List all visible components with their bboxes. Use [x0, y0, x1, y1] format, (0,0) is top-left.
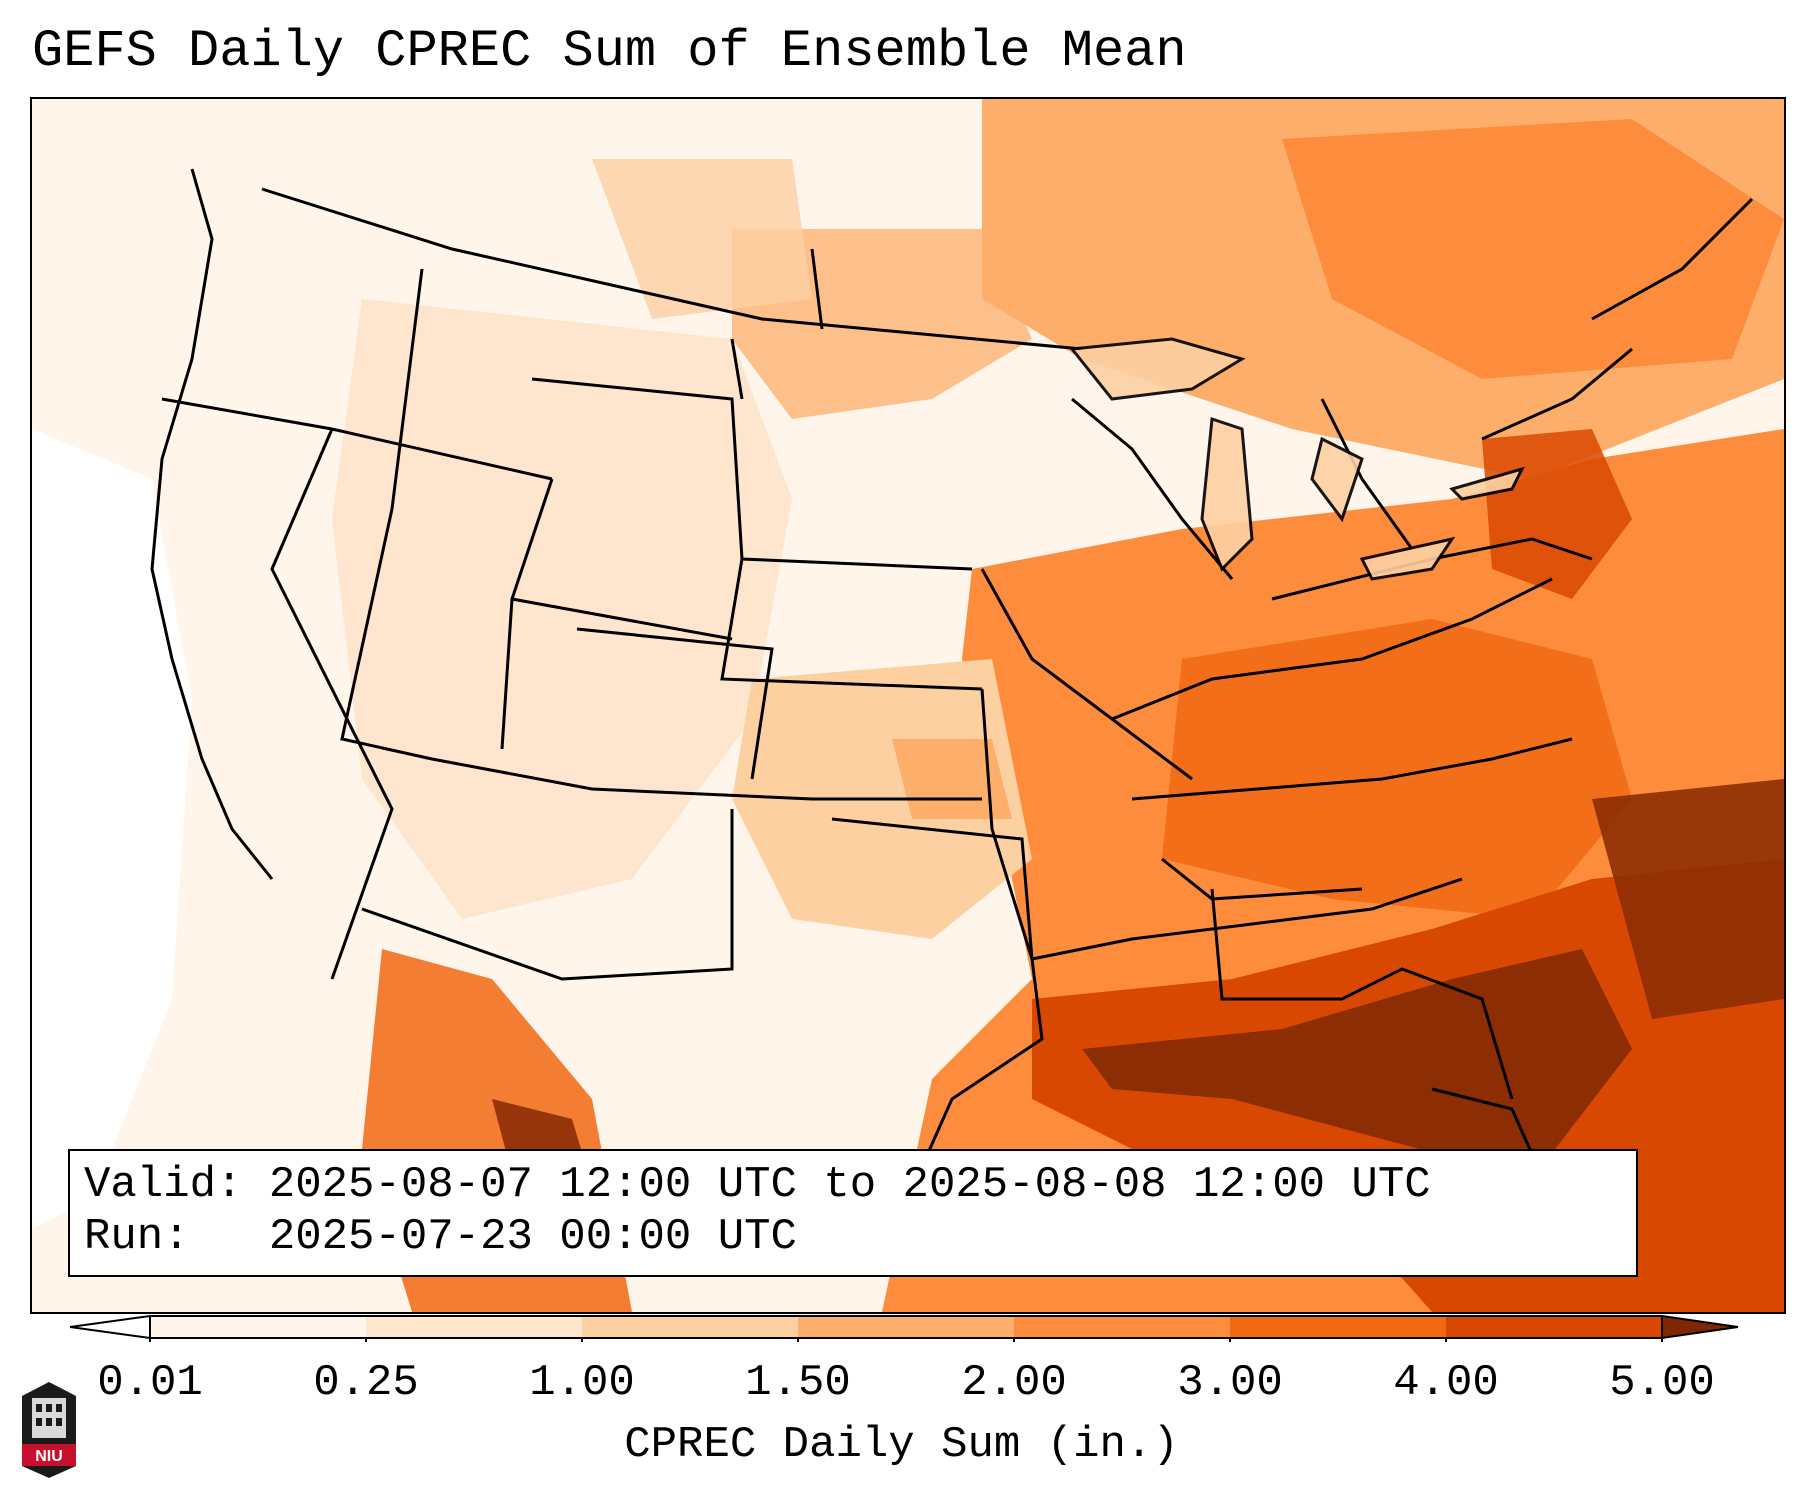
colorbar-tick-0: 0.01 — [97, 1358, 203, 1408]
colorbar — [70, 1314, 1739, 1342]
colorbar-segment — [1014, 1316, 1230, 1338]
niu-logo-text: NIU — [35, 1448, 63, 1465]
colorbar-segment — [798, 1316, 1014, 1338]
colorbar-segment — [582, 1316, 798, 1338]
valid-value: 2025-08-07 12:00 UTC to 2025-08-08 12:00… — [268, 1160, 1431, 1210]
colorbar-segment — [150, 1316, 366, 1338]
colorbar-tick-7: 5.00 — [1609, 1358, 1715, 1408]
map-title: GEFS Daily CPREC Sum of Ensemble Mean — [32, 22, 1187, 81]
colorbar-tick-3: 1.50 — [745, 1358, 851, 1408]
colorbar-outline — [149, 1315, 1663, 1339]
colorbar-label: CPREC Daily Sum (in.) — [624, 1420, 1179, 1470]
colorbar-under-arrow — [70, 1314, 151, 1340]
state-borders — [150, 168, 1754, 1200]
colorbar-tick-1: 0.25 — [313, 1358, 419, 1408]
great-lakes — [1069, 337, 1525, 581]
colorbar-segment — [1446, 1316, 1662, 1338]
precip-map: Valid: 2025-08-07 12:00 UTC to 2025-08-0… — [30, 97, 1786, 1314]
run-value: 2025-07-23 00:00 UTC — [268, 1212, 797, 1262]
precip-field — [32, 99, 1784, 1312]
colorbar-over-arrow — [1661, 1314, 1739, 1340]
colorbar-tick-5: 3.00 — [1177, 1358, 1283, 1408]
niu-logo-icon: NIU — [22, 1382, 76, 1478]
valid-label: Valid: — [84, 1160, 243, 1210]
colorbar-tick-4: 2.00 — [961, 1358, 1067, 1408]
colorbar-segment — [366, 1316, 582, 1338]
colorbar-segment — [1230, 1316, 1446, 1338]
colorbar-tick-6: 4.00 — [1393, 1358, 1499, 1408]
colorbar-tick-2: 1.00 — [529, 1358, 635, 1408]
info-box: Valid: 2025-08-07 12:00 UTC to 2025-08-0… — [68, 1149, 1638, 1277]
run-label: Run: — [84, 1212, 190, 1262]
